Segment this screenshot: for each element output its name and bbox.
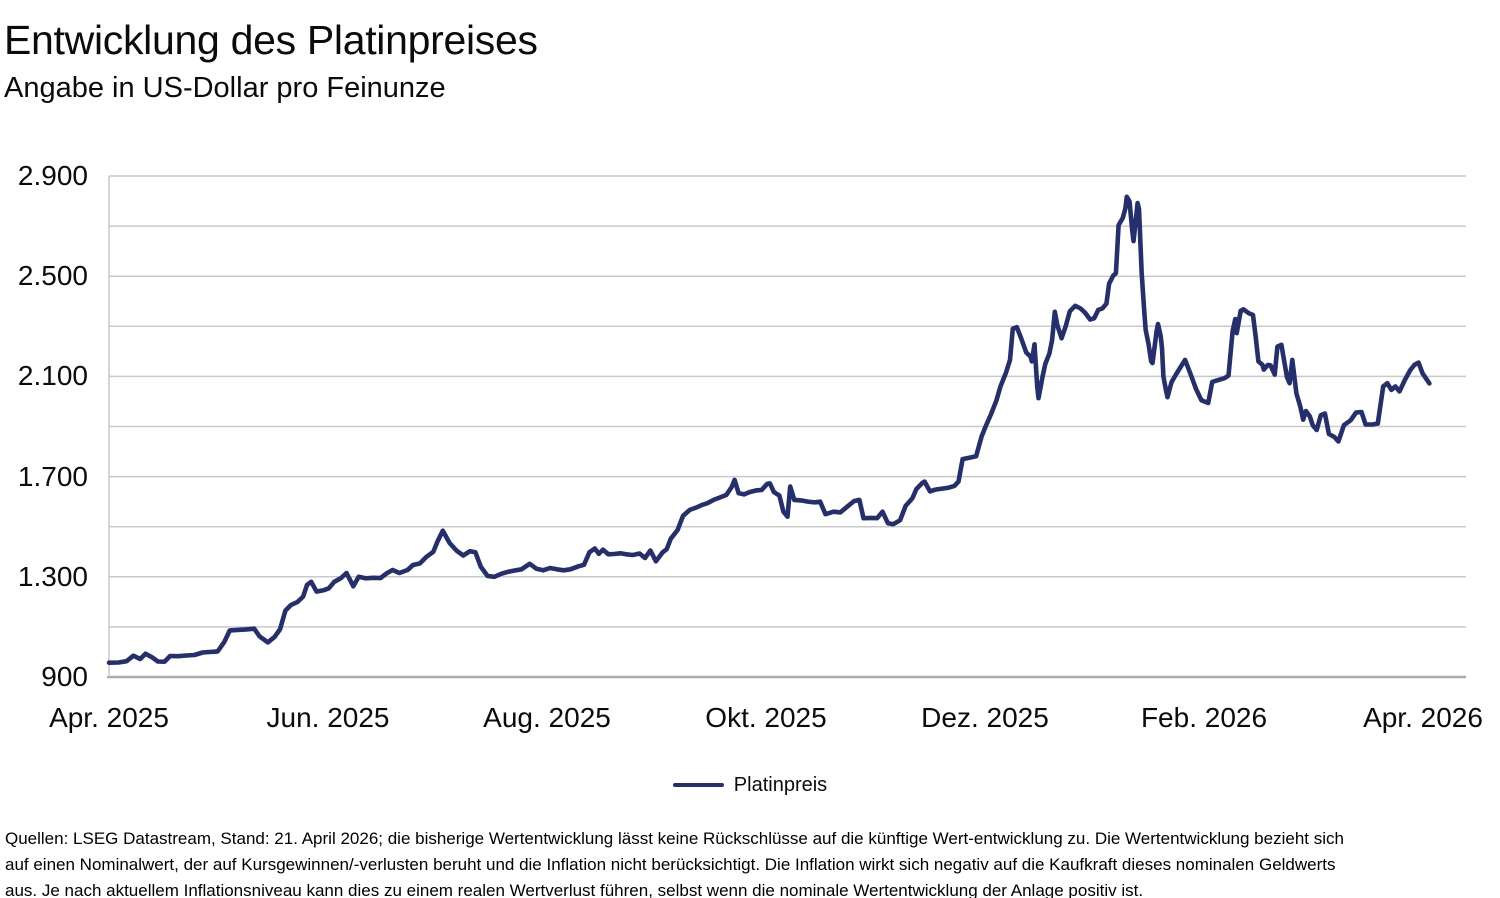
x-tick-label-jun-2025: Jun. 2025 [266,702,390,733]
y-tick-label-2100: 2.100 [17,360,88,392]
x-tick-label-aug-2025: Aug. 2025 [483,702,611,733]
x-tick-label-apr-2026: Apr. 2026 [1363,702,1483,733]
y-tick-label-1300: 1.300 [17,560,88,592]
legend: Platinpreis [0,770,1500,800]
x-tick-label-apr-2025: Apr. 2025 [49,702,169,733]
chart-title: Entwicklung des Platinpreises [4,17,538,63]
legend-line-swatch [672,783,724,787]
y-tick-label-1700: 1.700 [17,460,88,492]
x-tick-label-feb-2026: Feb. 2026 [1140,702,1268,733]
platinpreis-series-line [106,194,1432,666]
y-tick-label-2500: 2.500 [17,260,88,292]
x-tick-label-okt-2025: Okt. 2025 [705,702,827,733]
source-disclaimer-line-1: Quellen: LSEG Datastream, Stand: 21. Apr… [5,829,1344,848]
x-tick-label-dez-2025: Dez. 2025 [921,702,1049,733]
legend-label: Platinpreis [733,773,828,796]
source-disclaimer-line-2: auf einen Nominalwert, der auf Kursgewin… [5,855,1336,874]
source-disclaimer: Quellen: LSEG Datastream, Stand: 21. Apr… [5,826,1496,898]
source-disclaimer-line-3: aus. Je nach aktuellem Inflationsniveau … [5,881,1144,898]
y-tick-label-900: 900 [41,661,88,692]
y-tick-label-2900: 2.900 [17,160,88,191]
chart-subtitle: Angabe in US-Dollar pro Feinunze [4,72,446,104]
